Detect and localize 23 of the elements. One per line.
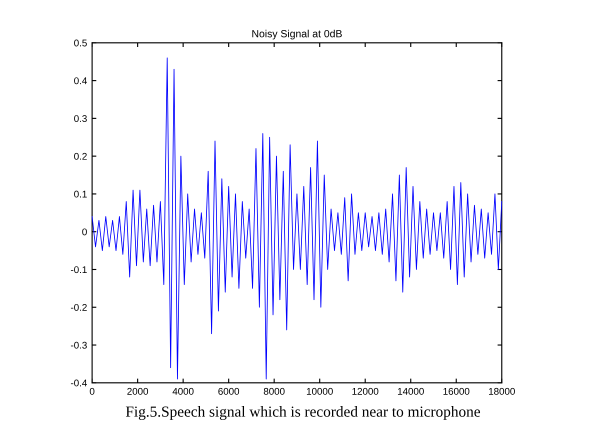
y-tick-label: -0.3 (70, 342, 87, 349)
y-tick-label: 0.4 (74, 77, 87, 84)
x-tick-label: 4000 (172, 388, 194, 395)
x-tick-label: 8000 (264, 388, 285, 395)
y-tick-label: 0.2 (74, 152, 87, 160)
x-tick-label: 18000 (488, 388, 515, 395)
y-tick-label: -0.1 (70, 266, 87, 274)
x-tick-label: 10000 (306, 388, 333, 395)
y-tick-label: -0.4 (70, 380, 87, 386)
y-tick-label: 0.3 (74, 115, 87, 122)
y-tick-label: 0.1 (74, 190, 87, 198)
x-tick-label: 2000 (127, 388, 148, 395)
x-tick-label: 12000 (352, 388, 378, 395)
y-tick-label: -0.2 (70, 304, 87, 311)
line-series (92, 58, 502, 380)
x-tick-label: 0 (90, 388, 94, 395)
caption: Fig.5.Speech signal which is recorded near to microphone (126, 406, 480, 420)
chart-title: Noisy Signal at 0dB (252, 30, 342, 40)
x-tick-label: 14000 (398, 388, 424, 395)
x-tick-label: 16000 (443, 388, 470, 395)
y-tick-label: 0 (82, 228, 87, 236)
x-tick-label: 6000 (218, 388, 240, 395)
y-tick-label: 0.5 (74, 40, 87, 46)
